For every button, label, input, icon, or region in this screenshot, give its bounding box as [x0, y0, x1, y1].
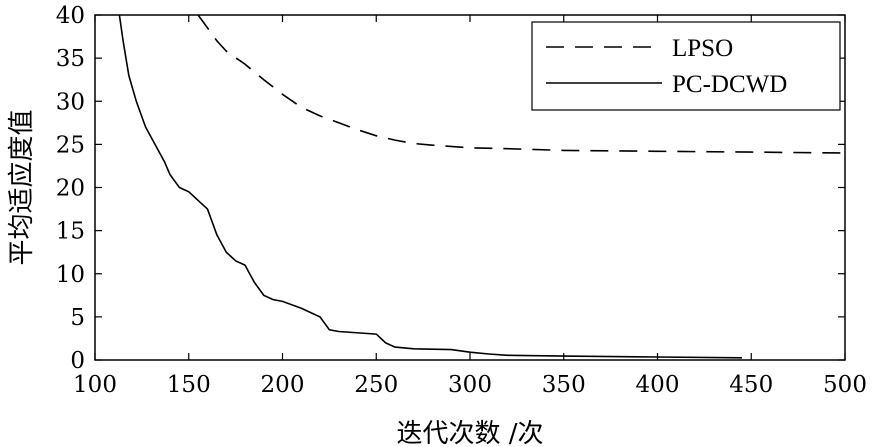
- y-tick-label: 30: [56, 89, 85, 115]
- x-tick-label: 450: [729, 372, 773, 398]
- y-tick-label: 35: [56, 46, 85, 72]
- x-tick-label: 200: [261, 372, 305, 398]
- y-axis-label: 平均适应度值: [7, 109, 37, 265]
- legend-items: LPSO PC-DCWD: [546, 35, 787, 98]
- y-tick-label: 5: [70, 305, 85, 331]
- legend-box: [531, 21, 841, 111]
- y-tick-label: 25: [56, 132, 85, 158]
- y-tick-label: 0: [70, 348, 85, 374]
- x-tick-label: 500: [823, 372, 867, 398]
- series-line-pc-dcwd: [118, 15, 742, 359]
- plot-area: 100 150 200 250 300 350 400 450 500 0 5 10 15 20 25 30…: [56, 3, 867, 398]
- x-axis-ticks: 100 150 200 250 300 350 400 450 500: [73, 15, 867, 398]
- y-tick-label: 10: [56, 262, 85, 288]
- x-axis-label: 迭代次数 /次: [396, 419, 543, 447]
- x-tick-label: 250: [354, 372, 398, 398]
- y-tick-label: 40: [56, 3, 85, 29]
- x-tick-label: 100: [73, 372, 117, 398]
- y-tick-label: 20: [56, 176, 85, 202]
- y-axis-ticks: 0 5 10 15 20 25 30 35 40: [56, 3, 845, 374]
- x-tick-label: 400: [636, 372, 680, 398]
- x-tick-label: 300: [448, 372, 492, 398]
- legend: LPSO PC-DCWD: [531, 21, 841, 111]
- y-tick-label: 15: [56, 219, 85, 245]
- series-line-lpso: [197, 15, 845, 154]
- legend-label: LPSO: [672, 35, 733, 62]
- x-tick-label: 350: [542, 372, 586, 398]
- x-tick-label: 150: [167, 372, 211, 398]
- legend-label: PC-DCWD: [672, 71, 787, 98]
- series-layer: [118, 15, 845, 359]
